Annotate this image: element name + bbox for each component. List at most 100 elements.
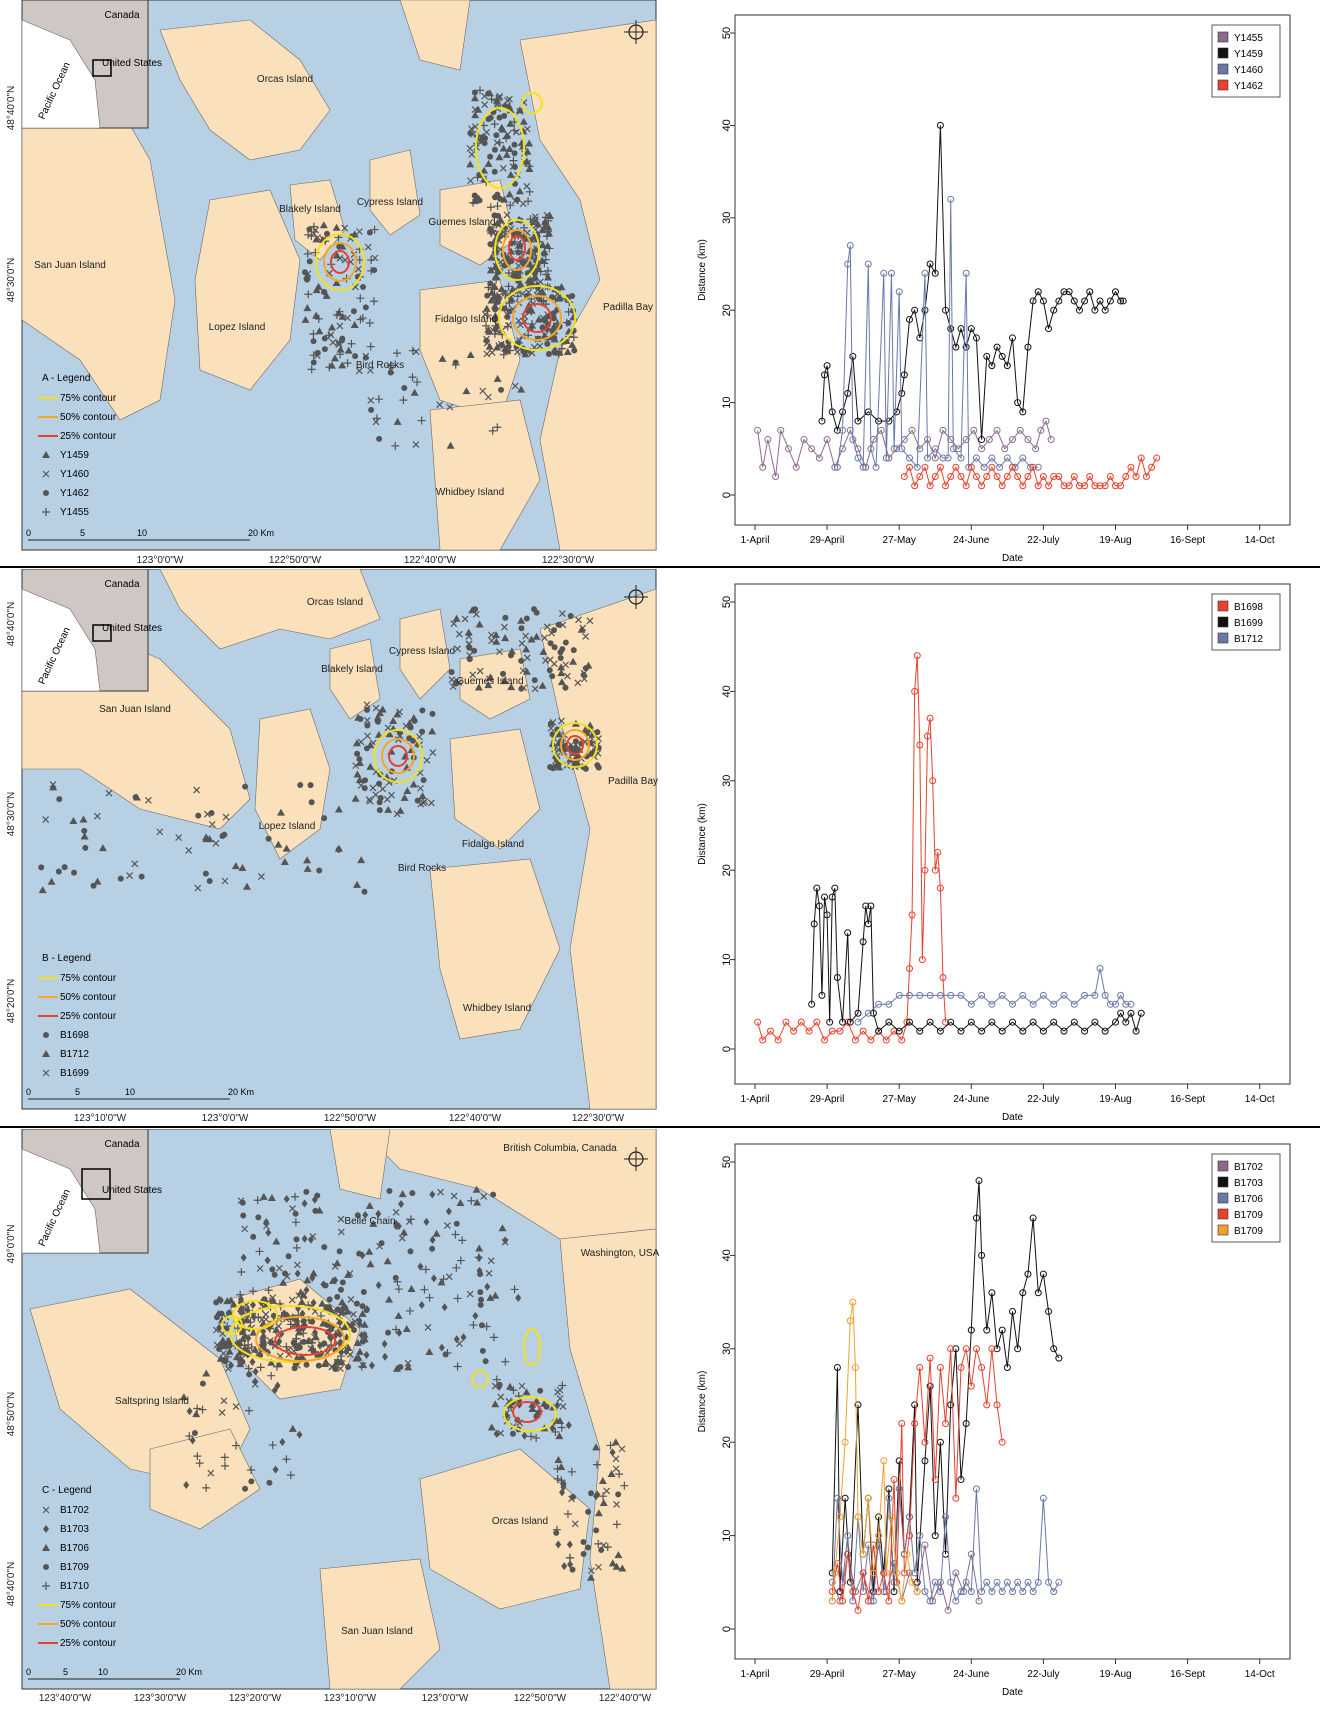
map-label: Fidalgo Island (462, 839, 524, 850)
data-point (911, 1401, 919, 1409)
plot-area (734, 14, 1291, 526)
star-icon (220, 1357, 227, 1364)
data-point (849, 1298, 857, 1306)
dot-icon (545, 351, 552, 358)
land-north (399, 0, 471, 71)
triangle-icon (473, 1198, 482, 1206)
plus-icon (425, 1293, 434, 1302)
data-point (808, 1000, 816, 1008)
x-icon (612, 1465, 620, 1473)
legend-entry: Y1462 (1234, 81, 1263, 92)
land-guemes (459, 648, 531, 720)
triangle-icon (384, 805, 393, 813)
y-tick-label: 50 (721, 1156, 733, 1168)
data-point (1029, 297, 1037, 305)
data-point (854, 1018, 862, 1026)
x-icon (175, 834, 183, 842)
star-icon (409, 1190, 416, 1197)
plus-icon (453, 1362, 462, 1371)
x-icon (586, 617, 594, 625)
triangle-icon (452, 614, 461, 622)
data-point (805, 1027, 813, 1035)
diamond-icon (283, 1195, 290, 1204)
plus-icon (367, 256, 376, 265)
plus-icon (484, 283, 493, 292)
triangle-icon (500, 195, 509, 203)
triangle-icon (474, 683, 483, 691)
plus-icon (399, 396, 408, 405)
map-label: San Juan Island (341, 1626, 413, 1637)
star-icon (328, 1326, 335, 1333)
data-point (967, 325, 975, 333)
diamond-icon (521, 1431, 528, 1440)
plus-icon (504, 269, 513, 278)
svg-text:123°40'0"W: 123°40'0"W (39, 1693, 92, 1704)
y-tick-label: 0 (721, 1046, 733, 1052)
diamond-icon (381, 1339, 388, 1348)
x-icon (372, 704, 380, 712)
y-tick-label: 0 (721, 492, 733, 498)
data-point (970, 426, 978, 434)
data-point (906, 454, 913, 462)
x-icon (42, 470, 50, 478)
series-2 (854, 965, 1135, 1026)
triangle-icon (79, 815, 88, 823)
diamond-icon (368, 1361, 375, 1370)
x-icon (392, 1208, 400, 1216)
diamond-icon (493, 1429, 500, 1438)
triangle-icon (505, 144, 514, 152)
inset-extent-box (81, 1168, 111, 1200)
data-point (947, 1018, 955, 1026)
x-icon (304, 270, 312, 278)
plus-icon (620, 1481, 629, 1490)
data-point (921, 269, 929, 277)
star-icon (360, 1288, 367, 1295)
data-point (967, 1018, 975, 1026)
data-point (854, 1401, 862, 1409)
data-point (975, 1597, 983, 1605)
legend-swatch (1217, 1224, 1229, 1236)
data-point (939, 973, 947, 981)
diamond-icon (272, 1465, 279, 1474)
plus-icon (554, 350, 563, 359)
data-point (998, 1588, 1006, 1596)
x-icon (258, 873, 265, 880)
triangle-icon (437, 1278, 446, 1286)
legend-swatch (1217, 79, 1229, 91)
star-icon (580, 1539, 587, 1546)
triangle-icon (297, 1298, 306, 1306)
svg-text:0: 0 (26, 528, 31, 538)
data-point (1112, 288, 1119, 296)
data-point (1106, 297, 1114, 305)
star-icon (442, 1351, 449, 1358)
legend-entry: B1709 (1234, 1210, 1263, 1221)
plus-icon (541, 213, 550, 222)
data-point (936, 1588, 944, 1596)
contour-75 (494, 219, 540, 281)
triangle-icon (366, 1260, 375, 1268)
triangle-icon (425, 1348, 434, 1356)
dot-icon (511, 141, 518, 148)
x-icon (193, 786, 201, 794)
data-point (1014, 399, 1022, 407)
dot-icon (562, 639, 569, 646)
x-tick-label: 27-May (883, 535, 916, 546)
data-point (828, 1588, 836, 1596)
x-icon (515, 262, 522, 270)
diamond-icon (293, 1320, 300, 1329)
plus-icon (420, 1285, 429, 1294)
x-icon (495, 292, 503, 299)
dot-icon (321, 346, 328, 353)
triangle-icon (470, 94, 479, 102)
data-point (998, 991, 1006, 999)
data-point (1003, 454, 1011, 462)
inset-country-top: Canada (104, 10, 139, 21)
x-tick-label: 19-Aug (1099, 1094, 1131, 1105)
x-icon (536, 342, 544, 350)
x-icon (519, 290, 526, 298)
data-point (993, 426, 1001, 434)
triangle-icon (344, 1270, 353, 1278)
triangle-icon (360, 1330, 369, 1338)
x-icon (523, 182, 531, 190)
y-tick-label: 20 (721, 1436, 733, 1448)
